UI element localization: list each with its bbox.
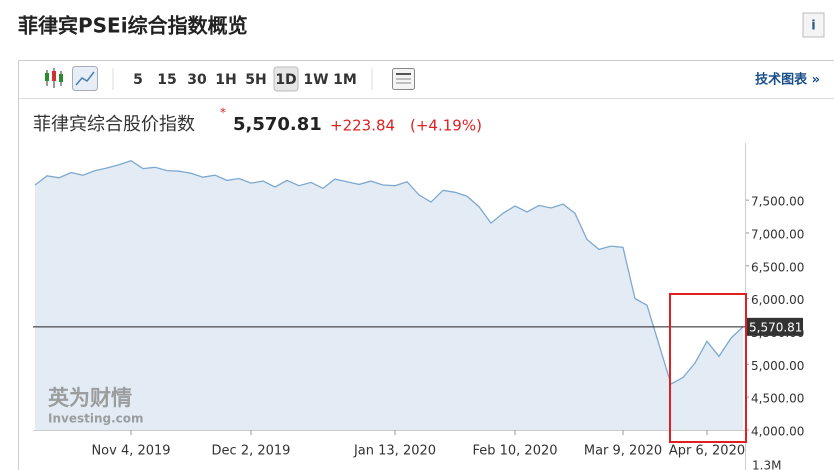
- current-price-box: [746, 317, 803, 336]
- line-icon-button[interactable]: [72, 66, 98, 91]
- period-active-bg: [273, 66, 299, 92]
- change: +223.84: [330, 117, 395, 135]
- period-button[interactable]: 1D: [275, 72, 296, 88]
- y-tick-label: 6,500.00: [751, 260, 804, 274]
- info-button[interactable]: [802, 12, 825, 38]
- page-title: 菲律宾PSEi综合指数概览: [18, 14, 248, 38]
- flag-marker: *: [220, 106, 226, 120]
- x-tick-label: Dec 2, 2019: [212, 444, 291, 459]
- period-button[interactable]: 1M: [333, 72, 357, 88]
- price: 5,570.81: [233, 114, 322, 135]
- y-tick-label: 4,500.00: [751, 392, 804, 406]
- info-icon: i: [811, 19, 815, 34]
- highlight-box: [669, 293, 747, 443]
- area-fill: [35, 160, 743, 430]
- y-tick-label: 7,000.00: [751, 227, 804, 241]
- index-name: 菲律宾综合股价指数: [33, 114, 195, 135]
- x-tick-label: Mar 9, 2020: [584, 444, 662, 459]
- volume-label: 1.3M: [752, 459, 781, 470]
- x-tick-label: Feb 10, 2020: [472, 444, 557, 459]
- period-button[interactable]: 1H: [215, 72, 236, 88]
- period-button[interactable]: 1W: [303, 72, 328, 88]
- x-tick-label: Nov 4, 2019: [91, 444, 170, 459]
- y-tick-label: 4,000.00: [751, 425, 804, 439]
- change-pct: (+4.19%): [410, 117, 482, 135]
- current-price-label: 5,570.81: [749, 320, 802, 334]
- x-tick-label: Apr 6, 2020: [669, 444, 745, 459]
- x-tick-label: Jan 13, 2020: [353, 444, 436, 459]
- watermark-site: Investing.com: [48, 412, 144, 426]
- candle-icon[interactable]: [45, 68, 63, 88]
- y-tick-label: 5,000.00: [751, 359, 804, 373]
- period-button[interactable]: 30: [187, 72, 207, 88]
- layout-icon[interactable]: [392, 68, 415, 90]
- price-line: [34, 159, 744, 385]
- period-button[interactable]: 5: [133, 72, 143, 88]
- watermark-brand: 英为财情: [48, 386, 132, 410]
- period-button[interactable]: 15: [157, 72, 176, 88]
- technical-chart-link[interactable]: 技术图表 »: [755, 72, 820, 88]
- y-tick-label: 7,500.00: [751, 195, 804, 209]
- y-tick-label: 6,000.00: [751, 293, 804, 307]
- period-button[interactable]: 5H: [245, 72, 266, 88]
